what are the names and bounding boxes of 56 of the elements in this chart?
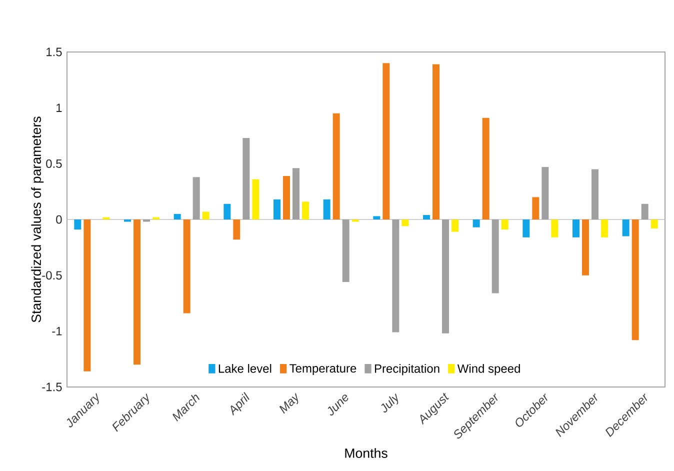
x-tick-label: July [381, 393, 398, 413]
bar [622, 219, 630, 236]
bar [84, 219, 91, 372]
bar [302, 202, 310, 220]
bar [252, 179, 260, 220]
bar [601, 219, 608, 238]
bar [382, 63, 390, 220]
legend-label: Lake level [218, 364, 272, 373]
legend-label: Wind speed [457, 364, 520, 376]
bar [582, 219, 590, 276]
bar [650, 219, 658, 228]
bar [492, 219, 499, 294]
x-axis-title: Months [345, 448, 388, 458]
bar [323, 199, 330, 220]
bar [572, 219, 580, 238]
y-tick-label: 0 [56, 215, 62, 224]
bar [522, 219, 530, 238]
bar [74, 219, 82, 230]
y-tick-label: 1.5 [46, 48, 62, 56]
bar [392, 219, 400, 332]
y-tick-label: -1 [52, 327, 62, 336]
bar [482, 118, 490, 220]
bar [432, 64, 440, 220]
bar [632, 219, 639, 340]
bar [283, 176, 290, 220]
bar [202, 212, 210, 220]
bar [452, 219, 459, 232]
bar [532, 197, 540, 220]
y-tick-label: -1.5 [42, 382, 62, 392]
bar [342, 219, 350, 282]
y-axis-title: Standardized values of parameters [31, 116, 44, 322]
bar [472, 219, 480, 228]
bar [224, 204, 231, 220]
bar [641, 204, 648, 220]
y-tick-label: 1 [56, 104, 62, 112]
bar [292, 168, 300, 220]
bar [134, 219, 140, 365]
bar [551, 219, 558, 238]
y-tick-label: -0.5 [42, 271, 62, 280]
bar [332, 113, 340, 220]
bar [422, 215, 430, 220]
bar [233, 219, 240, 240]
legend-label: Temperature [290, 364, 356, 375]
bar [373, 216, 380, 220]
legend-label: Precipitation [374, 364, 440, 376]
bar [174, 214, 181, 220]
bar [242, 138, 250, 220]
bar [273, 199, 280, 220]
bar [402, 219, 409, 226]
bar [542, 167, 549, 220]
bar [183, 219, 190, 314]
bar [592, 169, 599, 220]
bar [192, 177, 200, 220]
bar [442, 219, 450, 334]
y-tick-label: 0.5 [46, 159, 62, 168]
bar [501, 219, 508, 230]
